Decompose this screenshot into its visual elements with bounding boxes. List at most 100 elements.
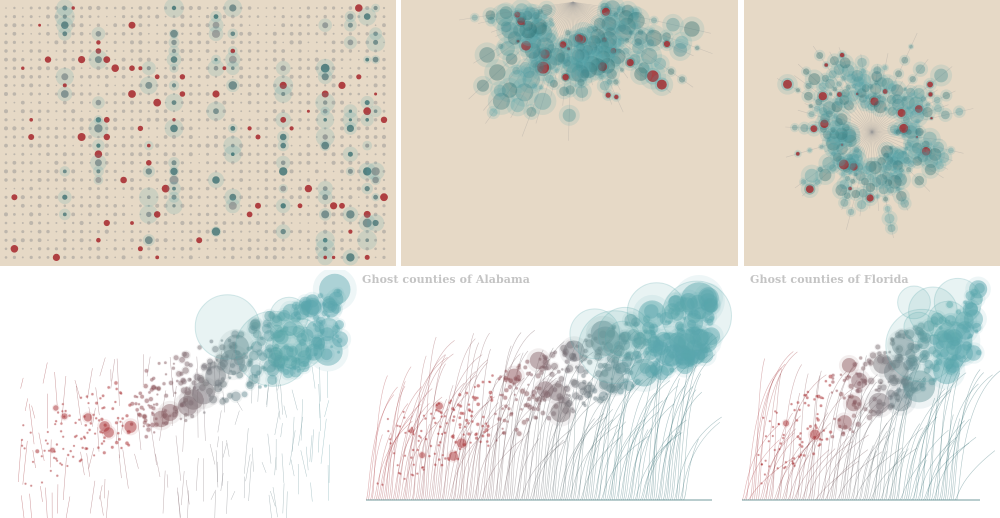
radial-spoke xyxy=(871,131,906,176)
scatter-halo xyxy=(526,403,534,411)
growth-curve xyxy=(626,428,652,501)
growth-curve xyxy=(840,402,879,501)
scatter-bubble xyxy=(227,392,233,399)
scatter-halo xyxy=(68,414,72,418)
scatter-halo xyxy=(578,385,589,397)
grid-dot xyxy=(54,126,59,130)
grid-dot xyxy=(188,255,193,260)
grid-dot xyxy=(247,152,252,156)
grid-dot xyxy=(340,238,344,243)
trail-line xyxy=(283,405,287,418)
grid-dot xyxy=(289,40,294,45)
scatter-halo xyxy=(178,402,185,409)
radial-halo xyxy=(875,181,892,198)
radial-bubble xyxy=(840,198,849,207)
scatter-bubble xyxy=(59,462,62,465)
grid-dot xyxy=(71,178,75,182)
scatter-halo xyxy=(642,328,649,335)
radial-bubble xyxy=(537,9,543,15)
radial-halo xyxy=(907,74,918,85)
grid-dot xyxy=(198,50,201,52)
trail-line xyxy=(115,419,119,443)
radial-bubble xyxy=(519,61,532,74)
trail-line xyxy=(74,380,81,399)
grid-dot xyxy=(30,153,33,156)
radial-halo xyxy=(490,3,519,32)
radial-bubble xyxy=(654,57,667,70)
scatter-halo xyxy=(335,288,341,294)
scatter-bubble xyxy=(914,344,921,351)
scatter-bubble xyxy=(565,365,574,373)
scatter-halo xyxy=(316,292,325,300)
grid-dot xyxy=(247,126,252,131)
grid-dot xyxy=(114,58,117,61)
growth-curve xyxy=(452,431,473,501)
growth-curve xyxy=(583,413,621,501)
grid-dot xyxy=(289,195,294,200)
radial-halo xyxy=(826,126,843,142)
grid-dot xyxy=(4,169,8,174)
scatter-halo xyxy=(398,472,402,476)
growth-curve xyxy=(679,421,721,501)
trail-line xyxy=(175,435,182,481)
grid-dot xyxy=(63,118,67,122)
grid-dot xyxy=(265,7,268,9)
grid-dot xyxy=(347,151,353,157)
scatter-halo xyxy=(260,364,266,370)
grid-dot xyxy=(63,187,67,190)
grid-dot xyxy=(331,57,336,62)
growth-curve xyxy=(643,431,680,501)
scatter-bubble xyxy=(703,298,719,313)
grid-dot xyxy=(21,187,24,190)
scatter-bubble xyxy=(783,466,786,470)
grid-dot xyxy=(372,56,379,63)
scatter-bubble xyxy=(945,363,957,375)
scatter-halo xyxy=(440,463,444,467)
scatter-halo xyxy=(421,465,425,469)
grid-dot xyxy=(247,92,252,96)
scatter-halo xyxy=(689,325,714,350)
radial-spoke xyxy=(572,1,577,89)
radial-bubble xyxy=(822,130,832,140)
grid-dot xyxy=(79,126,84,131)
scatter-halo xyxy=(469,414,474,418)
radial-bubble xyxy=(617,37,625,45)
scatter-halo xyxy=(148,404,154,410)
growth-curve xyxy=(425,354,446,501)
radial-bubble xyxy=(871,177,882,188)
scatter-bubble xyxy=(490,398,494,402)
scatter-bubble xyxy=(685,349,697,361)
trail-line xyxy=(209,443,216,465)
scatter-halo xyxy=(784,465,787,469)
grid-dot xyxy=(214,212,218,217)
scatter-halo xyxy=(561,351,569,358)
grid-dot xyxy=(281,92,286,96)
scatter-bubble xyxy=(250,341,263,353)
radial-halo xyxy=(825,136,832,143)
grid-dot xyxy=(189,58,193,62)
scatter-halo xyxy=(208,338,214,344)
grid-dot xyxy=(298,255,302,259)
grid-dot xyxy=(163,203,168,208)
grid-dot xyxy=(265,32,268,35)
grid-dot xyxy=(281,49,286,53)
grid-dot xyxy=(181,84,184,87)
grid-dot xyxy=(374,247,377,251)
grid-dot xyxy=(46,75,50,78)
scatter-halo xyxy=(671,349,695,373)
scatter-halo xyxy=(317,319,324,326)
scatter-halo xyxy=(597,328,609,340)
scatter-bubble xyxy=(702,327,721,346)
growth-curve xyxy=(581,408,613,501)
grid-dot xyxy=(97,213,100,216)
radial-bubble xyxy=(542,21,549,28)
trail-line xyxy=(291,389,298,411)
radial-bubble xyxy=(850,178,856,184)
scatter-bubble xyxy=(180,387,188,394)
grid-dot xyxy=(223,178,226,182)
scatter-halo xyxy=(825,437,829,441)
scatter-bubble xyxy=(115,421,118,425)
trail-line xyxy=(88,447,95,469)
grid-dot xyxy=(212,176,220,184)
grid-dot xyxy=(61,73,69,81)
